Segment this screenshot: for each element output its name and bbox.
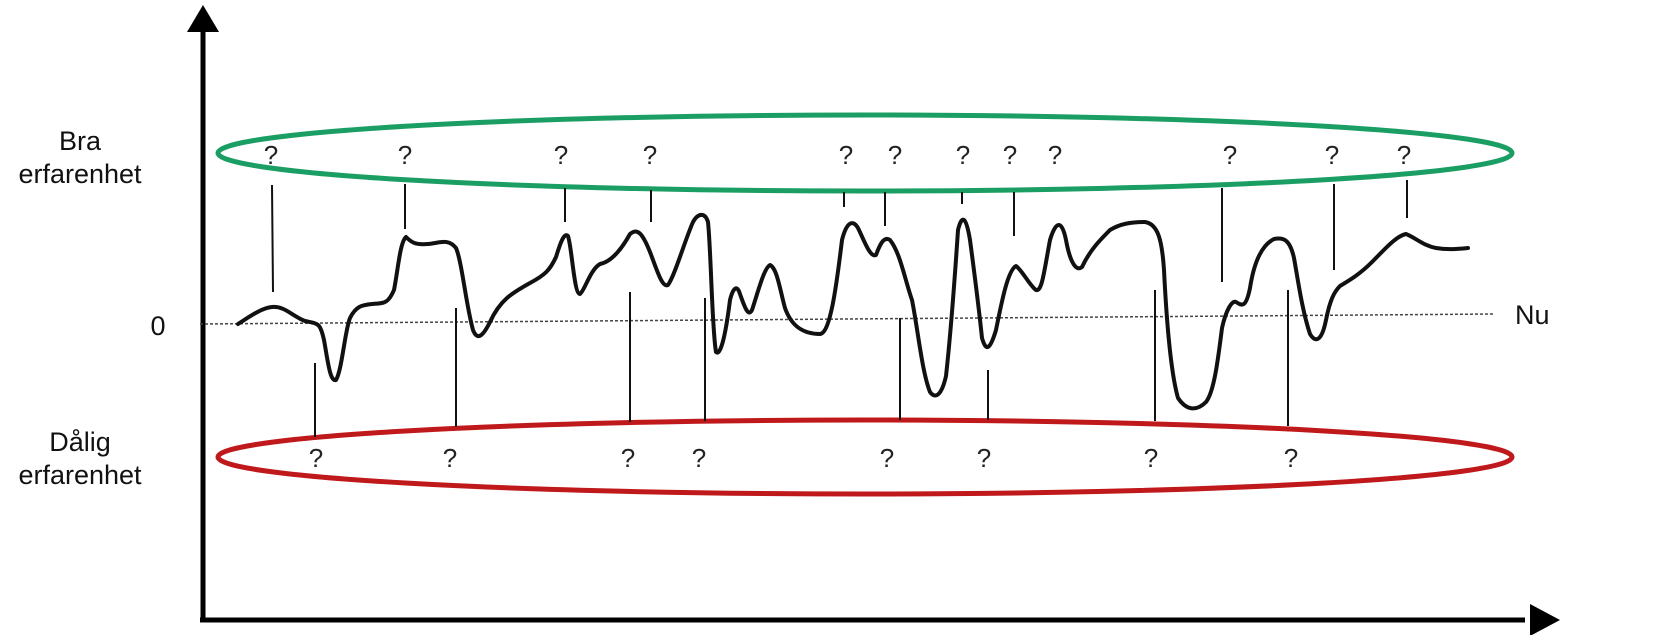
good-question-mark: ? — [398, 140, 412, 170]
good-question-mark: ? — [1048, 140, 1062, 170]
good-question-mark: ? — [956, 140, 970, 170]
good-question-mark: ? — [554, 140, 568, 170]
good-question-mark: ? — [1223, 140, 1237, 170]
zero-baseline — [199, 313, 1496, 325]
zero-label: 0 — [150, 311, 165, 341]
good-question-mark: ? — [839, 140, 853, 170]
now-label: Nu — [1515, 300, 1550, 330]
good-question-mark: ? — [888, 140, 902, 170]
bad-question-marks: ? ? ? ? ? ? ? ? — [309, 443, 1298, 473]
bad-experience-label-line2: erfarenhet — [18, 460, 142, 490]
bad-experience-label-line1: Dålig — [49, 427, 111, 457]
good-experience-label-line1: Bra — [59, 126, 102, 156]
experience-curve — [236, 212, 1470, 411]
good-connectors — [271, 180, 1408, 293]
bad-question-mark: ? — [1144, 443, 1158, 473]
good-question-mark: ? — [1325, 140, 1339, 170]
y-axis-arrowhead — [187, 5, 219, 32]
bad-question-mark: ? — [621, 443, 635, 473]
bad-question-mark: ? — [977, 443, 991, 473]
bad-question-mark: ? — [309, 443, 323, 473]
good-question-mark: ? — [264, 140, 278, 170]
bad-question-mark: ? — [692, 443, 706, 473]
good-question-mark: ? — [643, 140, 657, 170]
x-axis-arrowhead — [1530, 604, 1560, 635]
good-experience-label-line2: erfarenhet — [18, 159, 142, 189]
bad-connectors — [314, 290, 1289, 437]
good-question-mark: ? — [1397, 140, 1411, 170]
good-question-mark: ? — [1003, 140, 1017, 170]
bad-question-mark: ? — [443, 443, 457, 473]
good-experience-ellipse — [215, 112, 1515, 194]
bad-experience-ellipse — [215, 417, 1515, 497]
bad-question-mark: ? — [880, 443, 894, 473]
bad-question-mark: ? — [1284, 443, 1298, 473]
good-question-marks: ? ? ? ? ? ? ? ? ? ? ? ? — [264, 140, 1411, 170]
